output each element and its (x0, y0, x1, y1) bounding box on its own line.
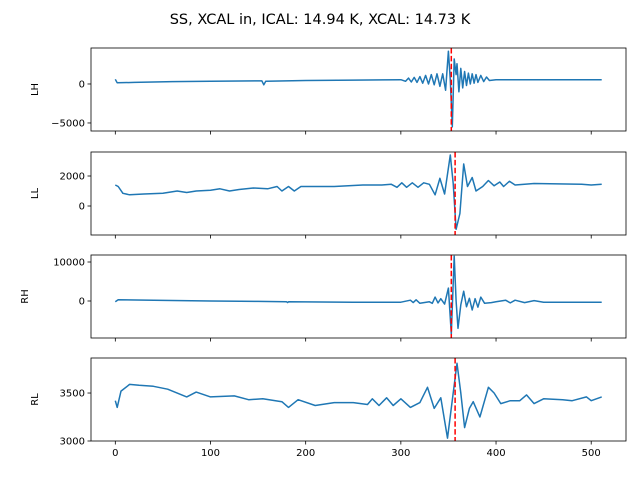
y-axis-label: LH (30, 83, 41, 96)
y-tick-label: 2000 (60, 172, 85, 183)
x-tick-label: 500 (582, 448, 601, 459)
subplot-ll: 0 2000 LL (30, 151, 627, 239)
axes-frame (90, 254, 627, 339)
y-axis-label: RH (20, 289, 31, 303)
x-tick-label: 0 (112, 448, 118, 459)
x-tick-label: 400 (486, 448, 505, 459)
y-tick-label: 0 (79, 297, 85, 308)
y-axis-label: RL (30, 393, 41, 406)
y-tick-label: 0 (79, 202, 85, 213)
chart-title: SS, XCAL in, ICAL: 14.94 K, XCAL: 14.73 … (170, 12, 471, 28)
y-tick-label: 10000 (53, 258, 85, 269)
x-tick-label: 200 (296, 448, 315, 459)
axes-frame (90, 357, 627, 442)
y-tick-label: 3000 (60, 437, 85, 448)
subplot-rl: 3000 3500 RL 0 100 200 300 400 500 (30, 357, 627, 459)
axes-frame (90, 151, 627, 236)
y-axis-label: LL (30, 188, 41, 200)
y-tick-label: 0 (79, 80, 85, 91)
x-tick-label: 300 (391, 448, 410, 459)
y-tick-label: 3500 (60, 389, 85, 400)
y-tick-label: −5000 (51, 119, 85, 130)
axes-frame (90, 47, 627, 132)
x-tick-label: 100 (201, 448, 220, 459)
subplot-rh: 0 10000 RH (20, 254, 627, 342)
subplot-lh: −5000 0 LH (30, 47, 627, 135)
